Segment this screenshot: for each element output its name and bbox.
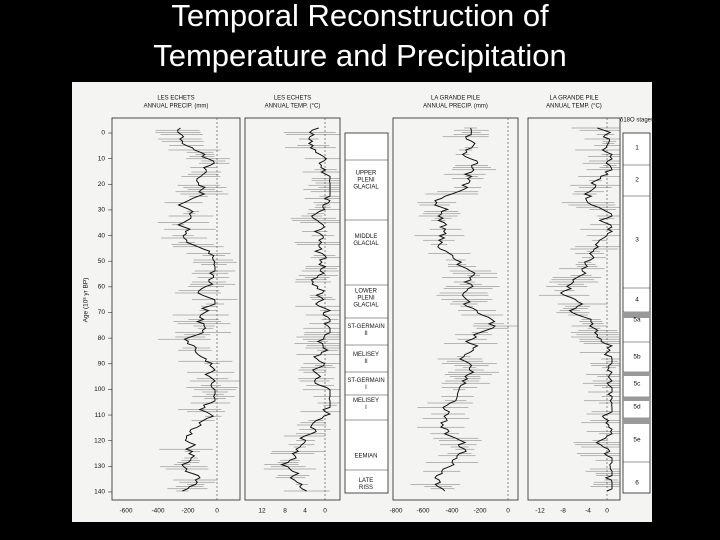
- period-strip: [344, 132, 389, 494]
- period-label: MIDDLE: [355, 234, 378, 240]
- age-tick-label: 30: [98, 207, 106, 214]
- period-label: II: [364, 359, 368, 365]
- age-tick-label: 0: [101, 130, 105, 137]
- x-tick-label: 0: [605, 508, 609, 515]
- x-tick-label: 12: [258, 508, 266, 515]
- period-label: RISS: [359, 485, 373, 491]
- period-label: LATE: [359, 478, 374, 484]
- x-tick-label: -400: [151, 508, 164, 515]
- stage-hatch: [623, 372, 650, 376]
- panel-header: ANNUAL TEMP. (°C): [265, 104, 321, 110]
- curve: [559, 127, 614, 492]
- age-tick-label: 140: [94, 489, 105, 496]
- x-tick-label: 8: [283, 508, 287, 515]
- period-label: II: [364, 331, 368, 337]
- age-tick-label: 100: [94, 386, 105, 393]
- panel-frame: [527, 117, 621, 501]
- stage-label: 2: [635, 177, 639, 184]
- age-tick-label: 20: [98, 181, 106, 188]
- stage-label: 1: [635, 145, 639, 152]
- age-tick-label: 70: [98, 309, 106, 316]
- stage-label: 3: [635, 237, 639, 244]
- x-tick-label: -600: [119, 508, 132, 515]
- period-label: ST-GERMAIN: [347, 378, 384, 384]
- x-tick-label: 0: [506, 508, 510, 515]
- stages-header: δ18O stages: [620, 118, 654, 124]
- panel-header: LA GRANDE PILE: [549, 96, 598, 102]
- panel-header: LA GRANDE PILE: [431, 96, 480, 102]
- stage-label: 5e: [633, 437, 641, 444]
- age-tick-label: 50: [98, 258, 106, 265]
- age-tick-label: 110: [95, 412, 106, 419]
- curve: [433, 127, 496, 492]
- panel-header: ANNUAL PRECIP. (mm): [423, 104, 488, 110]
- period-label: EEMIAN: [354, 454, 377, 460]
- period-label: PLENI: [357, 178, 375, 184]
- stage-label: 6: [635, 480, 639, 487]
- x-tick-label: 0: [323, 508, 327, 515]
- age-tick-label: 60: [98, 284, 106, 291]
- stage-label: 5c: [634, 381, 642, 388]
- x-tick-label: -600: [416, 508, 429, 515]
- period-label: ST-GERMAIN: [347, 324, 384, 330]
- period-label: PLENI: [357, 296, 375, 302]
- period-label: I: [365, 405, 367, 411]
- curve: [176, 127, 216, 492]
- x-tick-label: 4: [303, 508, 307, 515]
- period-label: GLACIAL: [353, 303, 379, 309]
- period-label: LOWER: [355, 289, 378, 295]
- age-axis-label: Age (10³ yr BP): [83, 278, 90, 323]
- panel-header: ANNUAL PRECIP. (mm): [144, 104, 209, 110]
- x-tick-label: -4: [585, 508, 591, 515]
- period-label: GLACIAL: [353, 241, 379, 247]
- x-tick-label: -8: [560, 508, 566, 515]
- x-tick-label: 0: [215, 508, 219, 515]
- title: Temperature and Precipitation: [153, 38, 567, 73]
- title: Temporal Reconstruction of: [171, 0, 549, 33]
- period-label: UPPER: [356, 171, 377, 177]
- stage-hatch: [623, 312, 650, 318]
- x-tick-label: -800: [389, 508, 402, 515]
- period-label: I: [365, 385, 367, 391]
- period-label: MELISEY: [353, 398, 379, 404]
- stage-label: 5b: [633, 354, 641, 361]
- x-tick-label: -200: [473, 508, 486, 515]
- stage-hatch: [623, 397, 650, 401]
- x-tick-label: -200: [181, 508, 194, 515]
- panel-frame: [244, 117, 341, 501]
- age-tick-label: 40: [98, 232, 106, 239]
- stage-label: 5d: [633, 404, 641, 411]
- stage-label: 5a: [633, 317, 641, 324]
- age-tick-label: 80: [98, 335, 106, 342]
- panel-header: ANNUAL TEMP. (°C): [546, 104, 602, 110]
- stage-label: 4: [635, 297, 639, 304]
- age-tick-label: 130: [94, 463, 105, 470]
- x-tick-label: -400: [445, 508, 458, 515]
- age-tick-label: 120: [94, 437, 105, 444]
- x-tick-label: -12: [535, 508, 545, 515]
- period-label: MELISEY: [353, 352, 379, 358]
- panel-frame: [111, 117, 241, 501]
- stage-hatch: [623, 418, 650, 424]
- panel-header: LES ECHETS: [274, 96, 311, 102]
- panel-frame: [392, 117, 519, 501]
- age-tick-label: 10: [98, 155, 106, 162]
- age-tick-label: 90: [98, 360, 106, 367]
- curve: [279, 127, 332, 492]
- panel-header: LES ECHETS: [157, 96, 194, 102]
- period-label: GLACIAL: [353, 185, 379, 191]
